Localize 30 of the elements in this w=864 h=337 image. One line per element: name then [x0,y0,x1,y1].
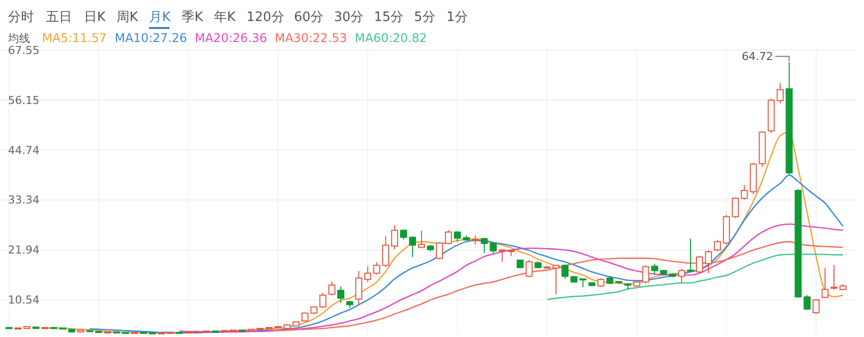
line-series [178,224,844,333]
text: 周K [116,10,138,25]
text: 1分 [446,10,468,25]
text: MA60:20.82 [354,31,428,45]
text: 季K [182,10,204,25]
y-tick-label: 67.55 [8,44,40,57]
text: 分时 [8,10,34,25]
text: MA10:27.26 [114,31,188,45]
text: 120分 [246,10,284,25]
text: 60分 [294,10,324,25]
text: 年K [214,10,236,25]
text: 五日 [46,10,72,25]
text: 日K [84,10,106,25]
y-tick-label: 33.34 [8,194,40,207]
annotation: 64.72 [742,50,774,64]
text: MA20:26.36 [194,31,268,45]
line-series [89,174,844,334]
line-series [546,254,844,300]
y-tick-label: 21.94 [8,244,40,257]
line-series [268,241,844,331]
text: MA30:22.53 [274,31,348,45]
y-tick-label: 44.74 [8,144,40,157]
legend-title: 均线 [7,32,30,45]
text: MA5:11.57 [42,31,107,45]
y-tick-label: 10.54 [8,294,40,307]
text: 月K [149,10,171,25]
text: 30分 [334,10,364,25]
text: 5分 [414,10,436,25]
y-tick-label: 56.15 [8,94,40,107]
text: 15分 [374,10,404,25]
